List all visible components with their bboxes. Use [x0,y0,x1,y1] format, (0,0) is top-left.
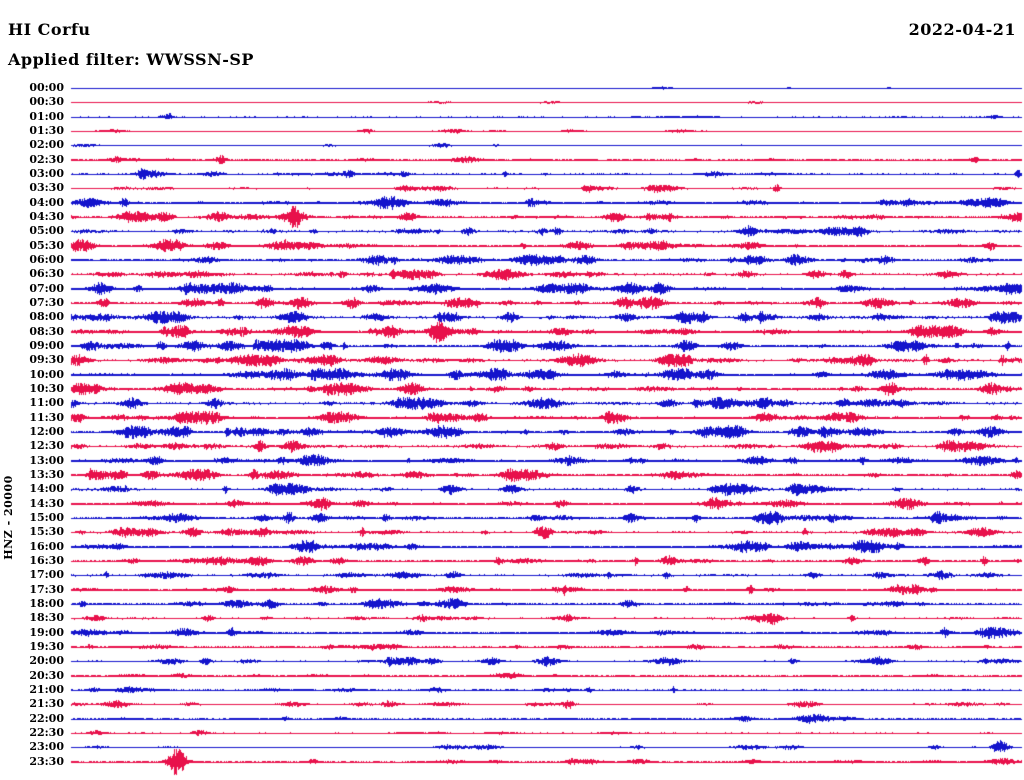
seismogram-traces-canvas [0,0,1024,780]
helicorder-page: HI Corfu Applied filter: WWSSN-SP 2022-0… [0,0,1024,780]
